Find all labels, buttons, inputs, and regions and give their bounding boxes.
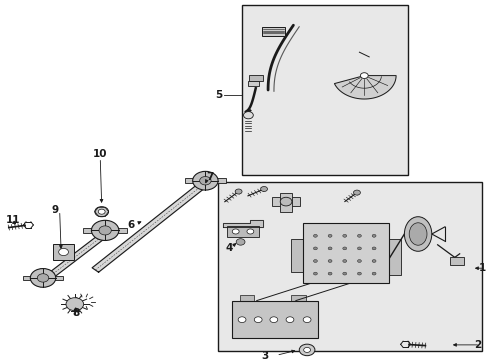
Circle shape: [327, 272, 331, 275]
Circle shape: [95, 207, 108, 217]
Bar: [449, 257, 463, 265]
Circle shape: [238, 317, 245, 323]
Bar: [290, 239, 304, 272]
Text: 10: 10: [93, 149, 107, 159]
Circle shape: [357, 247, 361, 250]
Circle shape: [98, 209, 105, 214]
Circle shape: [99, 226, 111, 235]
Text: 9: 9: [51, 204, 59, 215]
Bar: [48, 276, 63, 280]
Circle shape: [327, 260, 331, 262]
Text: 7: 7: [206, 172, 213, 182]
Circle shape: [236, 239, 244, 245]
Circle shape: [342, 260, 346, 262]
Circle shape: [254, 317, 262, 323]
Bar: [248, 81, 259, 86]
Text: 6: 6: [127, 220, 134, 230]
Bar: [110, 228, 127, 233]
Circle shape: [243, 112, 253, 119]
Circle shape: [342, 234, 346, 237]
Text: 8: 8: [72, 308, 79, 318]
Bar: [388, 239, 400, 275]
Polygon shape: [92, 181, 207, 272]
Text: 3: 3: [261, 351, 268, 360]
Bar: [303, 223, 388, 283]
Ellipse shape: [404, 217, 431, 251]
Bar: [83, 228, 100, 233]
Circle shape: [327, 247, 331, 250]
Circle shape: [342, 247, 346, 250]
Bar: [290, 295, 305, 302]
Text: 5: 5: [215, 90, 222, 100]
Bar: [217, 182, 481, 351]
Circle shape: [303, 347, 310, 352]
Circle shape: [357, 272, 361, 275]
Circle shape: [66, 298, 83, 311]
Text: 4: 4: [225, 243, 233, 253]
Circle shape: [91, 220, 119, 240]
Bar: [239, 295, 254, 302]
Bar: [184, 179, 200, 183]
Circle shape: [59, 248, 68, 256]
Polygon shape: [223, 220, 262, 227]
Polygon shape: [334, 76, 395, 99]
Circle shape: [232, 229, 239, 234]
Circle shape: [371, 260, 375, 262]
Circle shape: [313, 260, 317, 262]
Circle shape: [269, 317, 277, 323]
Circle shape: [357, 260, 361, 262]
Polygon shape: [39, 230, 110, 285]
Circle shape: [37, 274, 49, 282]
Bar: [242, 5, 407, 175]
Bar: [261, 27, 285, 36]
Circle shape: [357, 234, 361, 237]
Circle shape: [371, 234, 375, 237]
Text: 1: 1: [478, 263, 486, 273]
Circle shape: [360, 73, 367, 78]
Circle shape: [371, 247, 375, 250]
Bar: [22, 276, 38, 280]
Circle shape: [303, 317, 310, 323]
Circle shape: [299, 344, 314, 356]
Circle shape: [313, 272, 317, 275]
Bar: [232, 301, 317, 338]
Bar: [227, 226, 258, 237]
Text: 11: 11: [6, 215, 20, 225]
Circle shape: [342, 272, 346, 275]
Circle shape: [353, 190, 360, 195]
Circle shape: [246, 229, 253, 234]
Circle shape: [192, 171, 218, 190]
Circle shape: [199, 176, 211, 185]
Circle shape: [313, 234, 317, 237]
Circle shape: [235, 189, 242, 194]
Bar: [53, 244, 74, 260]
Bar: [249, 75, 263, 81]
Text: 2: 2: [473, 340, 481, 350]
Circle shape: [371, 272, 375, 275]
Bar: [210, 179, 225, 183]
Circle shape: [30, 269, 56, 287]
Ellipse shape: [408, 223, 426, 245]
Circle shape: [285, 317, 293, 323]
Bar: [272, 197, 299, 206]
Circle shape: [327, 234, 331, 237]
Bar: [280, 193, 291, 212]
Circle shape: [313, 247, 317, 250]
Circle shape: [260, 186, 267, 192]
Circle shape: [280, 197, 291, 206]
